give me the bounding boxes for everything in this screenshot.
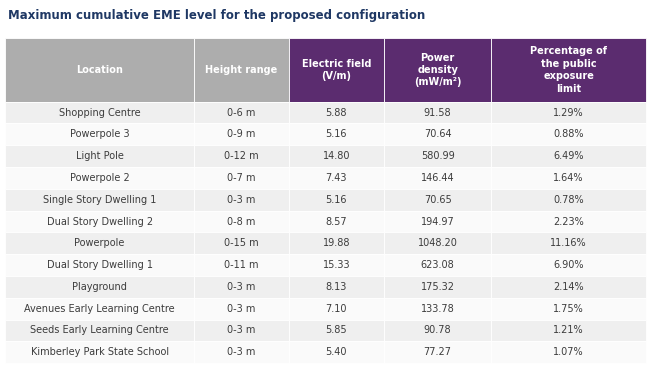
Text: Dual Story Dwelling 1: Dual Story Dwelling 1 (47, 260, 153, 270)
Text: Playground: Playground (72, 282, 127, 292)
Text: 0-6 m: 0-6 m (227, 108, 256, 118)
Text: 1.21%: 1.21% (553, 326, 584, 335)
Text: Dual Story Dwelling 2: Dual Story Dwelling 2 (47, 216, 153, 227)
Text: 146.44: 146.44 (421, 173, 454, 183)
Text: Location: Location (76, 65, 123, 75)
Text: 77.27: 77.27 (424, 347, 452, 357)
Text: 14.80: 14.80 (323, 151, 350, 161)
Text: 194.97: 194.97 (421, 216, 454, 227)
Text: 7.10: 7.10 (326, 304, 347, 314)
Text: 5.16: 5.16 (326, 129, 347, 139)
Text: 0-3 m: 0-3 m (227, 304, 256, 314)
Text: 11.16%: 11.16% (550, 238, 587, 248)
Text: 623.08: 623.08 (421, 260, 454, 270)
Text: 0-11 m: 0-11 m (225, 260, 259, 270)
Text: 6.90%: 6.90% (554, 260, 584, 270)
Text: 90.78: 90.78 (424, 326, 452, 335)
Text: Height range: Height range (206, 65, 278, 75)
Text: Maximum cumulative EME level for the proposed configuration: Maximum cumulative EME level for the pro… (8, 9, 426, 22)
Text: Avenues Early Learning Centre: Avenues Early Learning Centre (25, 304, 175, 314)
Text: 175.32: 175.32 (421, 282, 454, 292)
Text: 19.88: 19.88 (323, 238, 350, 248)
Text: Powerpole: Powerpole (75, 238, 125, 248)
Text: 0-8 m: 0-8 m (227, 216, 256, 227)
Text: 1048.20: 1048.20 (418, 238, 458, 248)
Text: 0.88%: 0.88% (554, 129, 584, 139)
Text: 70.64: 70.64 (424, 129, 452, 139)
Text: Single Story Dwelling 1: Single Story Dwelling 1 (43, 195, 156, 205)
Text: 6.49%: 6.49% (554, 151, 584, 161)
Text: 0-9 m: 0-9 m (227, 129, 256, 139)
Text: Powerpole 2: Powerpole 2 (70, 173, 130, 183)
Text: 0-3 m: 0-3 m (227, 195, 256, 205)
Text: 7.43: 7.43 (326, 173, 347, 183)
Text: 15.33: 15.33 (323, 260, 350, 270)
Text: 1.75%: 1.75% (553, 304, 584, 314)
Text: 2.14%: 2.14% (553, 282, 584, 292)
Text: Powerpole 3: Powerpole 3 (70, 129, 130, 139)
Text: 0-3 m: 0-3 m (227, 347, 256, 357)
Text: Electric field
(V/m): Electric field (V/m) (302, 59, 371, 81)
Text: 0-3 m: 0-3 m (227, 326, 256, 335)
Text: 0-15 m: 0-15 m (225, 238, 259, 248)
Text: 5.40: 5.40 (326, 347, 347, 357)
Text: 0.78%: 0.78% (553, 195, 584, 205)
Text: 5.88: 5.88 (326, 108, 347, 118)
Text: Light Pole: Light Pole (76, 151, 123, 161)
Text: 0-12 m: 0-12 m (225, 151, 259, 161)
Text: 1.07%: 1.07% (553, 347, 584, 357)
Text: Percentage of
the public
exposure
limit: Percentage of the public exposure limit (530, 46, 607, 93)
Text: 0-7 m: 0-7 m (227, 173, 256, 183)
Text: Power
density
(mW/m²): Power density (mW/m²) (414, 53, 461, 87)
Text: 1.29%: 1.29% (553, 108, 584, 118)
Text: 1.64%: 1.64% (554, 173, 584, 183)
Text: Seeds Early Learning Centre: Seeds Early Learning Centre (31, 326, 169, 335)
Text: 70.65: 70.65 (424, 195, 452, 205)
Text: 580.99: 580.99 (421, 151, 454, 161)
Text: 133.78: 133.78 (421, 304, 454, 314)
Text: 5.16: 5.16 (326, 195, 347, 205)
Text: 5.85: 5.85 (326, 326, 347, 335)
Text: Kimberley Park State School: Kimberley Park State School (31, 347, 169, 357)
Text: 0-3 m: 0-3 m (227, 282, 256, 292)
Text: 91.58: 91.58 (424, 108, 452, 118)
Text: 2.23%: 2.23% (553, 216, 584, 227)
Text: Shopping Centre: Shopping Centre (59, 108, 140, 118)
Text: 8.57: 8.57 (326, 216, 347, 227)
Text: 8.13: 8.13 (326, 282, 347, 292)
